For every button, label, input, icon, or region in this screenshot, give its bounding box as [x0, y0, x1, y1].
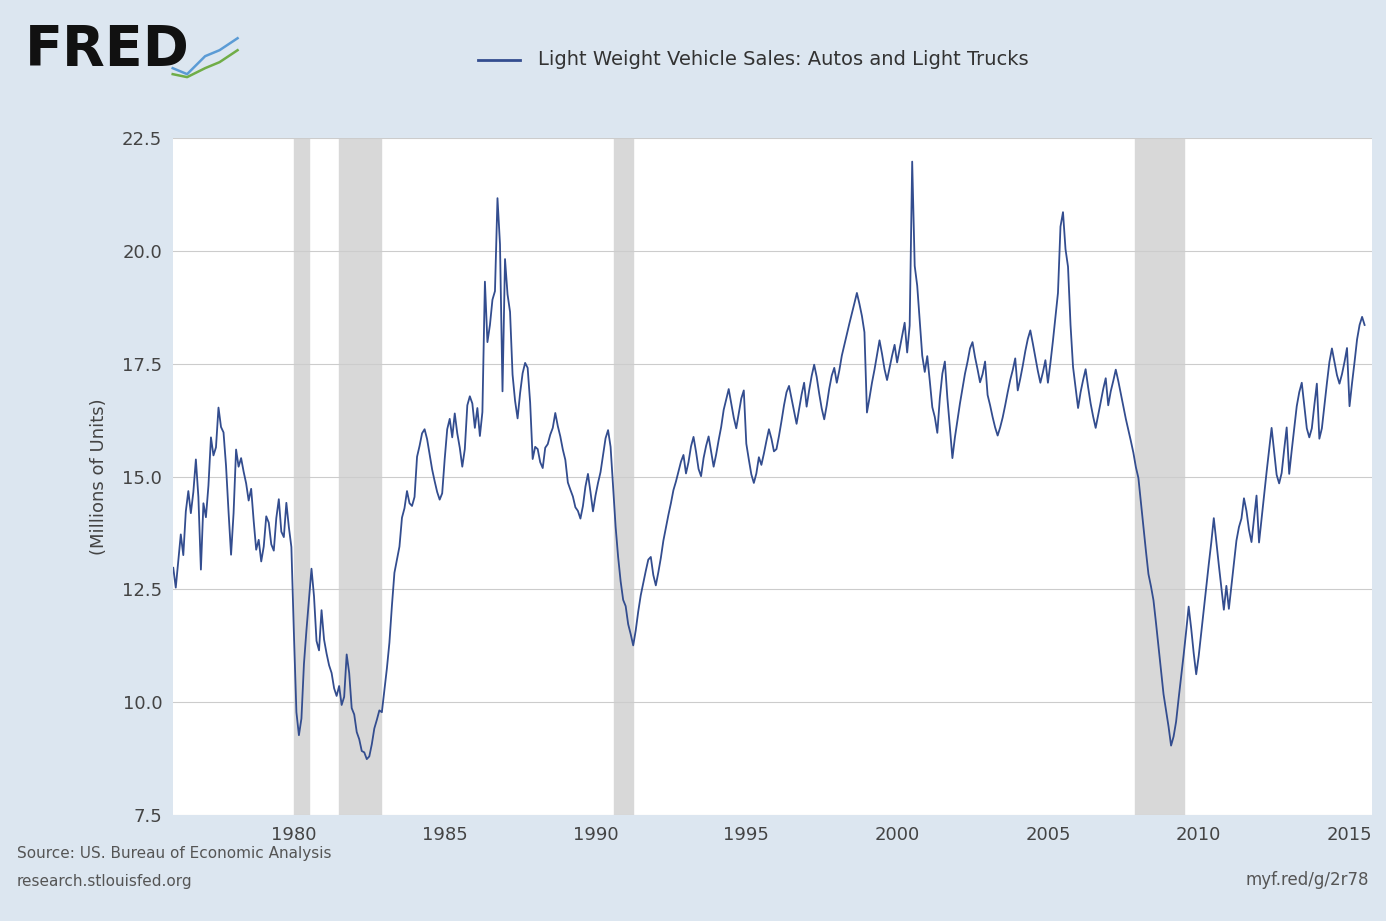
Text: myf.red/g/2r78: myf.red/g/2r78	[1246, 870, 1369, 889]
Text: FRED: FRED	[25, 23, 190, 77]
Bar	[1135, 138, 1184, 815]
Text: Light Weight Vehicle Sales: Autos and Light Trucks: Light Weight Vehicle Sales: Autos and Li…	[538, 51, 1028, 69]
Text: research.stlouisfed.org: research.stlouisfed.org	[17, 874, 193, 889]
Bar	[340, 138, 381, 815]
Bar	[614, 138, 633, 815]
Text: Source: US. Bureau of Economic Analysis: Source: US. Bureau of Economic Analysis	[17, 846, 331, 861]
Y-axis label: (Millions of Units): (Millions of Units)	[90, 398, 108, 555]
Bar	[294, 138, 309, 815]
